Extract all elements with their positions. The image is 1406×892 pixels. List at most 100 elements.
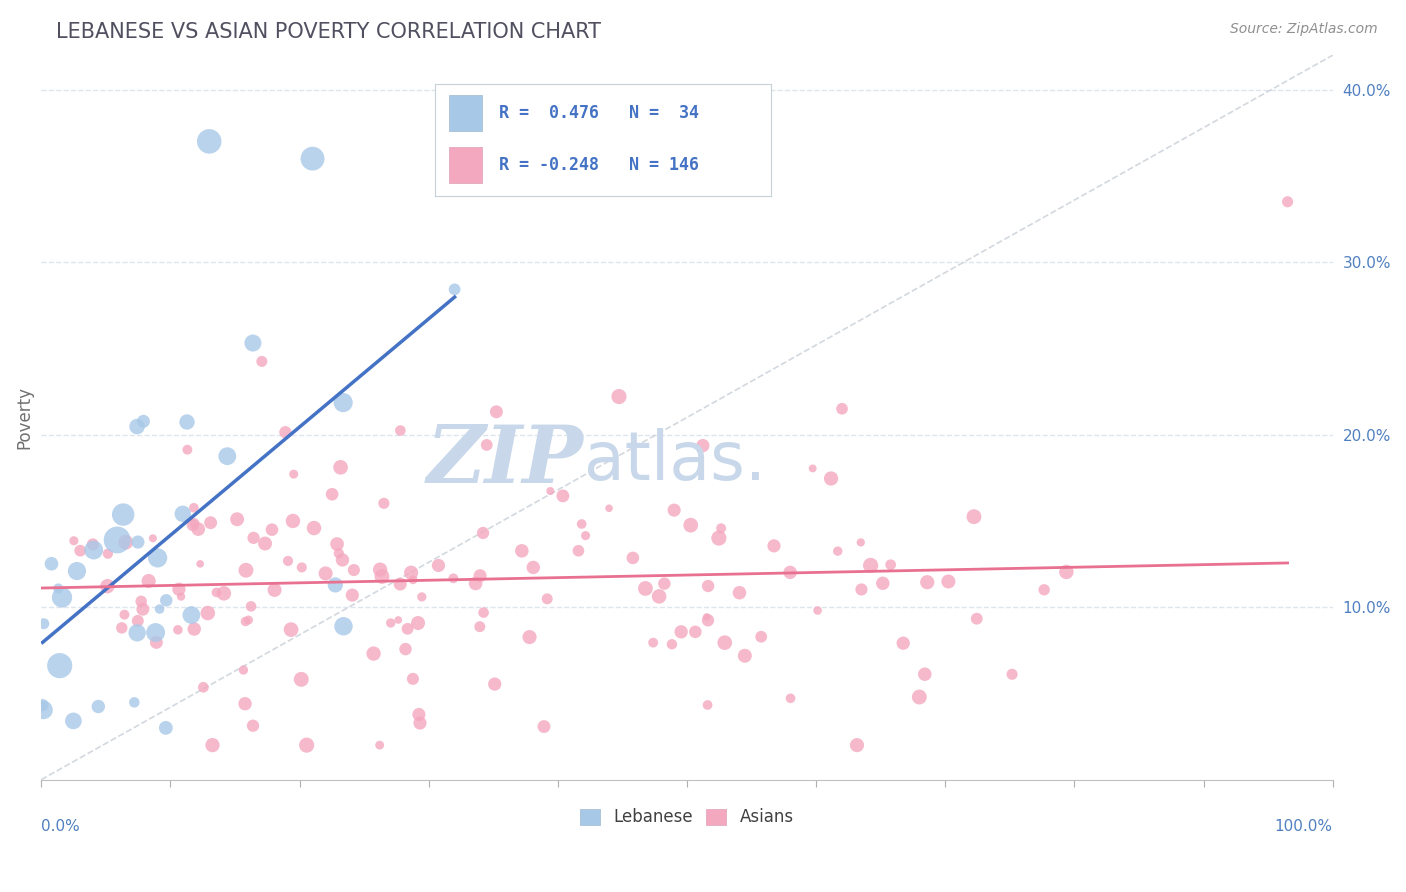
Point	[235, 615, 257, 629]
Point	[522, 560, 544, 574]
Point	[188, 557, 211, 571]
Point	[240, 599, 263, 614]
Point	[472, 606, 495, 620]
Point	[408, 707, 430, 722]
Point	[343, 563, 366, 577]
Point	[697, 579, 720, 593]
Point	[114, 535, 136, 549]
Point	[124, 695, 146, 709]
Point	[125, 419, 148, 434]
Point	[193, 680, 215, 694]
Point	[648, 590, 671, 604]
Point	[692, 439, 714, 453]
Point	[181, 518, 204, 533]
Point	[205, 585, 228, 599]
Point	[69, 543, 91, 558]
Point	[212, 586, 235, 600]
Point	[277, 554, 299, 568]
Point	[323, 578, 346, 592]
Point	[464, 576, 486, 591]
Point	[105, 533, 128, 547]
Point	[468, 620, 491, 634]
Point	[406, 615, 429, 630]
Point	[827, 544, 849, 558]
Point	[908, 690, 931, 704]
Point	[290, 673, 312, 687]
Point	[302, 521, 325, 535]
Point	[235, 563, 257, 577]
Point	[301, 152, 323, 166]
Point	[679, 518, 702, 533]
Point	[831, 401, 853, 416]
Point	[915, 575, 938, 590]
Point	[315, 566, 337, 581]
Point	[114, 607, 136, 622]
Point	[176, 442, 198, 457]
Point	[368, 563, 391, 577]
Point	[132, 602, 155, 616]
Point	[155, 721, 177, 735]
Point	[145, 625, 167, 640]
Point	[281, 514, 304, 528]
Point	[329, 460, 352, 475]
Point	[1033, 582, 1056, 597]
Point	[389, 577, 412, 591]
Point	[82, 537, 104, 551]
Point	[127, 535, 149, 549]
Point	[66, 564, 89, 578]
Text: 0.0%: 0.0%	[41, 820, 80, 835]
Point	[1001, 667, 1024, 681]
Point	[97, 547, 120, 561]
Point	[138, 574, 160, 588]
Point	[396, 622, 419, 636]
Point	[707, 531, 730, 545]
Text: Source: ZipAtlas.com: Source: ZipAtlas.com	[1230, 22, 1378, 37]
Point	[283, 467, 305, 482]
Point	[402, 573, 425, 587]
Point	[187, 522, 209, 536]
Point	[567, 543, 589, 558]
Point	[443, 282, 465, 296]
Point	[198, 135, 221, 149]
Point	[779, 691, 801, 706]
Point	[938, 574, 960, 589]
Point	[598, 501, 620, 516]
Point	[538, 483, 561, 498]
Point	[710, 521, 733, 535]
Point	[820, 471, 842, 485]
Text: LEBANESE VS ASIAN POVERTY CORRELATION CHART: LEBANESE VS ASIAN POVERTY CORRELATION CH…	[56, 22, 602, 42]
Point	[172, 507, 194, 521]
Point	[468, 568, 491, 582]
Point	[669, 624, 692, 639]
Point	[31, 698, 53, 712]
Point	[129, 594, 152, 608]
Text: 100.0%: 100.0%	[1275, 820, 1333, 835]
Point	[373, 496, 395, 510]
Point	[96, 579, 118, 593]
Point	[280, 623, 302, 637]
Point	[167, 582, 190, 597]
Point	[217, 449, 239, 463]
Legend: Lebanese, Asians: Lebanese, Asians	[574, 802, 800, 833]
Point	[697, 613, 720, 627]
Point	[332, 619, 354, 633]
Point	[966, 612, 988, 626]
Point	[326, 537, 349, 551]
Point	[363, 647, 385, 661]
Point	[368, 738, 391, 752]
Point	[713, 635, 735, 649]
Point	[914, 667, 936, 681]
Point	[41, 557, 63, 571]
Point	[849, 535, 872, 549]
Point	[250, 354, 273, 368]
Point	[891, 636, 914, 650]
Point	[607, 390, 630, 404]
Point	[32, 616, 55, 631]
Point	[807, 603, 830, 617]
Point	[402, 672, 425, 686]
Point	[427, 558, 450, 573]
Point	[242, 719, 264, 733]
Point	[485, 405, 508, 419]
Point	[295, 738, 318, 752]
Point	[441, 571, 464, 585]
